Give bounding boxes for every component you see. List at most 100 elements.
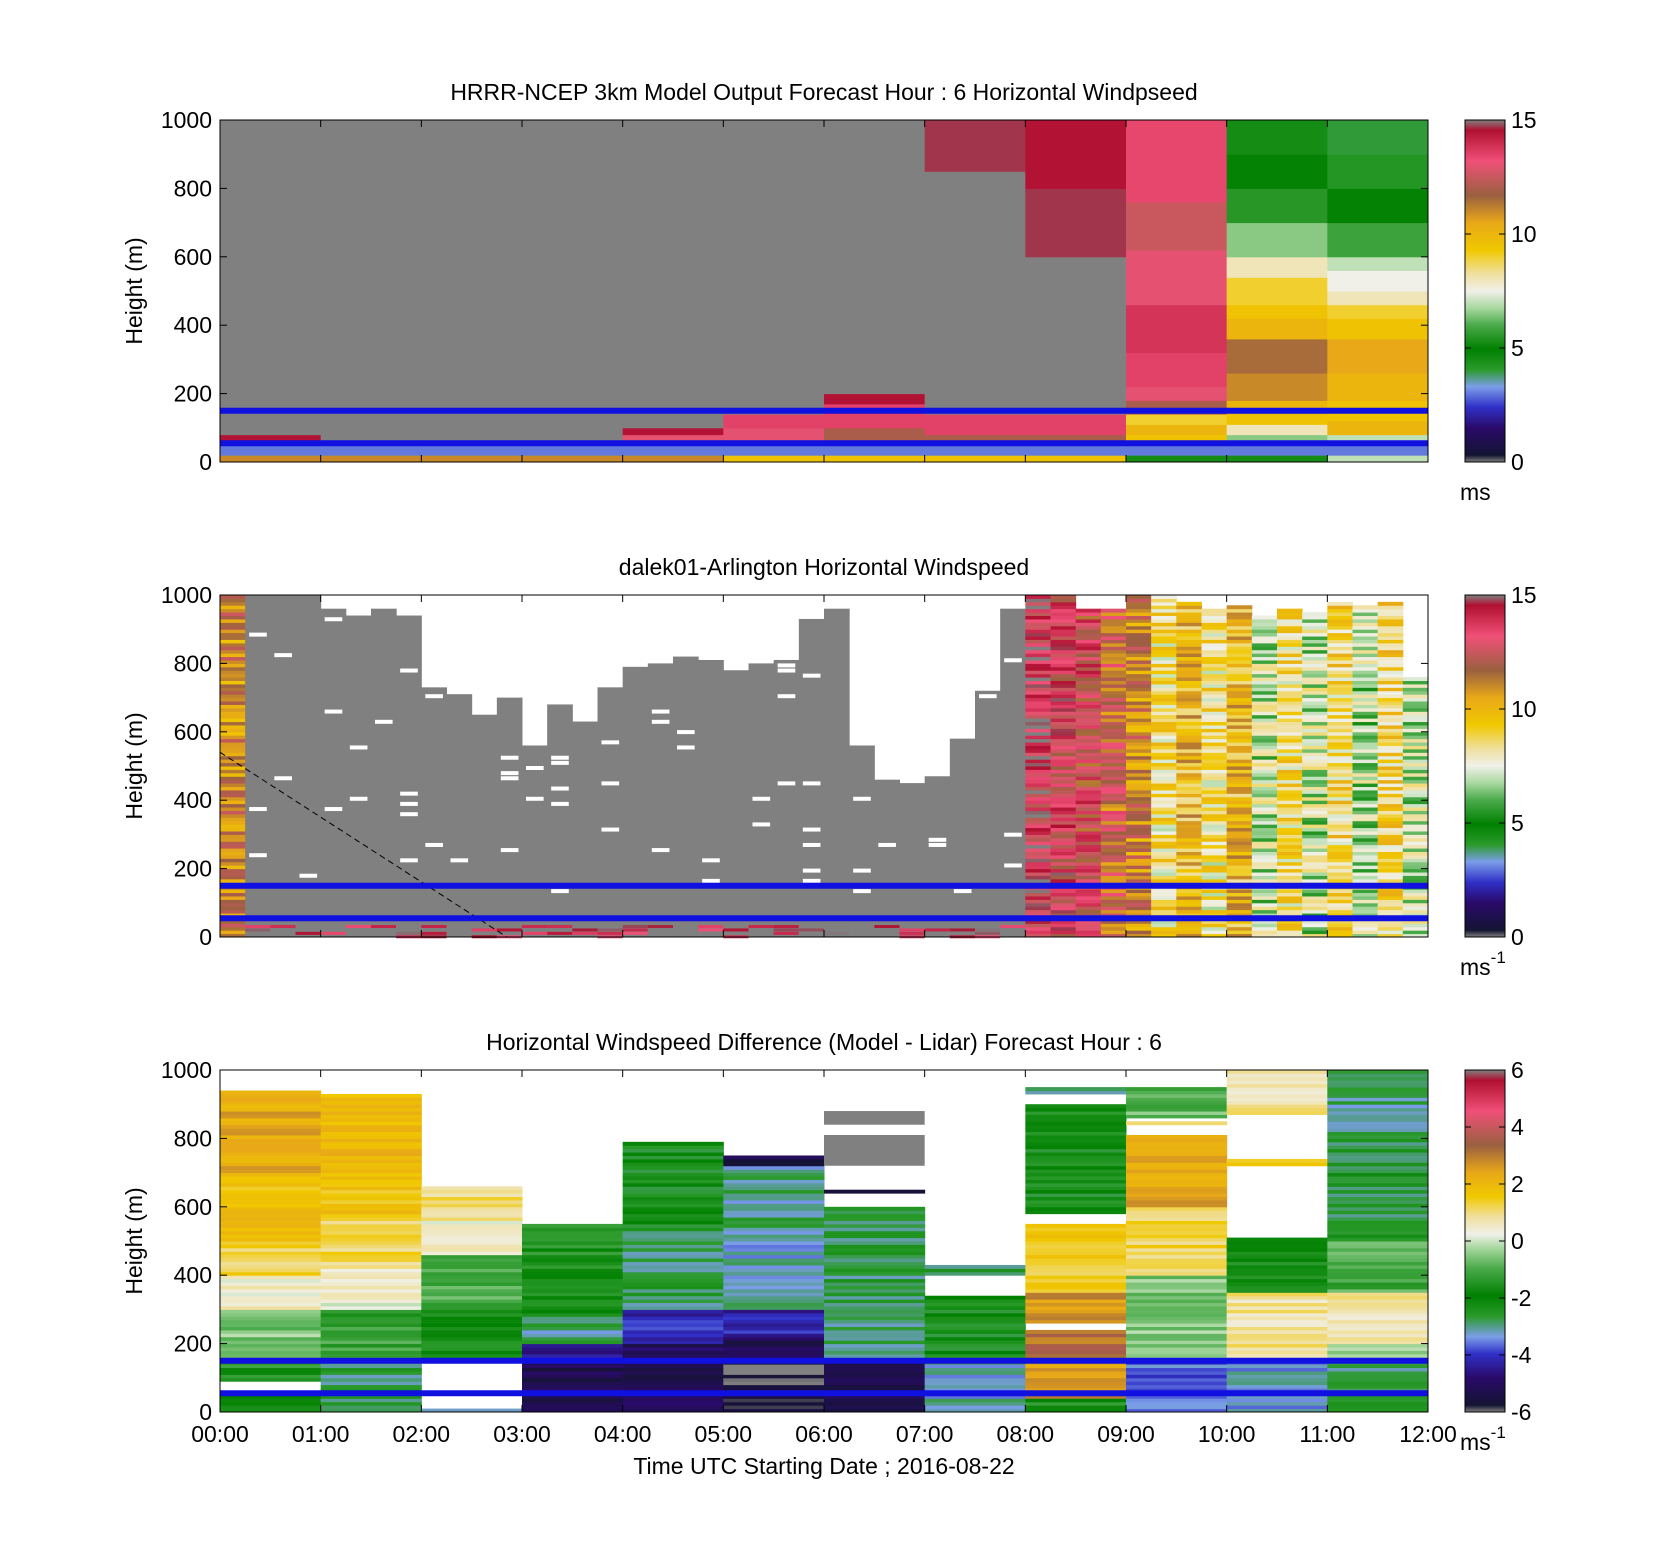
heatmap-cell bbox=[400, 791, 418, 796]
heatmap-cell bbox=[1025, 789, 1051, 794]
heatmap-cell bbox=[1251, 807, 1278, 811]
heatmap-cell bbox=[824, 1278, 926, 1283]
y-axis-label: Height (m) bbox=[121, 1187, 147, 1294]
heatmap-cell bbox=[1327, 1230, 1429, 1235]
heatmap-cell bbox=[1201, 687, 1228, 692]
heatmap-cell bbox=[824, 1367, 926, 1372]
heatmap-cell bbox=[220, 690, 246, 695]
heatmap-cell bbox=[1025, 605, 1051, 610]
heatmap-cell bbox=[1025, 629, 1051, 634]
heatmap-cell bbox=[1377, 786, 1404, 791]
heatmap-cell bbox=[824, 1405, 926, 1410]
heatmap-cell bbox=[1226, 841, 1253, 846]
heatmap-cell bbox=[1025, 810, 1051, 815]
heatmap-cell bbox=[1025, 772, 1051, 777]
heatmap-cell bbox=[1176, 813, 1202, 818]
heatmap-cell bbox=[1151, 827, 1177, 832]
heatmap-cell bbox=[1327, 704, 1353, 709]
heatmap-cell bbox=[622, 1275, 724, 1280]
heatmap-cell bbox=[1251, 868, 1278, 873]
heatmap-cell bbox=[1302, 731, 1328, 736]
heatmap-cell bbox=[1377, 755, 1404, 760]
heatmap-cell bbox=[1277, 851, 1303, 856]
heatmap-cell bbox=[1377, 728, 1404, 733]
heatmap-cell bbox=[320, 1124, 422, 1129]
heatmap-cell bbox=[220, 813, 246, 818]
heatmap-cell bbox=[421, 1264, 523, 1269]
heatmap-cell bbox=[1100, 851, 1127, 856]
heatmap-cell bbox=[1100, 724, 1127, 729]
colorbar-tick-label: 0 bbox=[1511, 1228, 1524, 1254]
heatmap-cell bbox=[522, 443, 624, 456]
heatmap-cell bbox=[1126, 789, 1152, 794]
heatmap-cell bbox=[1025, 636, 1051, 640]
heatmap-cell bbox=[1025, 595, 1051, 599]
heatmap-cell bbox=[421, 1261, 523, 1266]
heatmap-cell bbox=[1302, 759, 1328, 764]
heatmap-cell bbox=[220, 820, 246, 825]
heatmap-cell bbox=[1050, 878, 1077, 883]
heatmap-cell bbox=[1327, 1223, 1429, 1228]
heatmap-cell bbox=[924, 1364, 1026, 1369]
heatmap-cell bbox=[1327, 687, 1353, 692]
heatmap-cell bbox=[824, 1254, 926, 1259]
heatmap-cell bbox=[1025, 632, 1051, 637]
heatmap-cell bbox=[1352, 649, 1379, 654]
heatmap-cell bbox=[1377, 697, 1404, 702]
heatmap-cell bbox=[1126, 933, 1152, 938]
heatmap-cell bbox=[522, 1316, 624, 1321]
heatmap-cell bbox=[924, 434, 1026, 444]
heatmap-cell bbox=[1327, 1251, 1429, 1256]
heatmap-cell bbox=[1075, 612, 1102, 617]
heatmap-cell bbox=[1327, 889, 1353, 894]
heatmap-cell bbox=[1126, 742, 1152, 746]
heatmap-cell bbox=[220, 1326, 322, 1331]
heatmap-cell bbox=[622, 1405, 724, 1410]
heatmap-cell bbox=[1201, 683, 1228, 688]
heatmap-cell bbox=[421, 1258, 523, 1263]
heatmap-cell bbox=[1025, 1169, 1127, 1174]
heatmap-cell bbox=[1302, 865, 1328, 870]
heatmap-cell bbox=[220, 680, 246, 685]
heatmap-cell bbox=[1126, 683, 1152, 688]
heatmap-cell bbox=[220, 1169, 322, 1174]
heatmap-cell bbox=[1126, 1254, 1228, 1259]
heatmap-cell bbox=[824, 1312, 926, 1317]
heatmap-cell bbox=[1251, 800, 1278, 805]
heatmap-cell bbox=[1377, 731, 1404, 736]
heatmap-cell bbox=[220, 598, 246, 603]
heatmap-cell bbox=[1327, 772, 1353, 777]
heatmap-cell bbox=[220, 612, 246, 617]
colorbar-tick-label: 15 bbox=[1511, 582, 1537, 608]
colorbar-unit-exponent: -1 bbox=[1491, 948, 1506, 967]
heatmap-cell bbox=[622, 1179, 724, 1184]
heatmap-cell bbox=[1126, 913, 1152, 917]
heatmap-cell bbox=[1402, 844, 1429, 849]
heatmap-cell bbox=[1025, 1336, 1127, 1341]
heatmap-cell bbox=[320, 1347, 422, 1351]
heatmap-cell bbox=[1352, 762, 1379, 767]
heatmap-cell bbox=[1226, 256, 1328, 278]
heatmap-cell bbox=[1050, 807, 1077, 811]
heatmap-cell bbox=[1100, 766, 1127, 770]
heatmap-cell bbox=[1377, 800, 1404, 805]
heatmap-cell bbox=[622, 928, 648, 932]
heatmap-cell bbox=[1352, 776, 1379, 781]
heatmap-cell bbox=[1226, 1278, 1328, 1283]
heatmap-cell bbox=[802, 868, 821, 873]
heatmap-cell bbox=[1302, 752, 1328, 757]
heatmap-cell bbox=[1377, 694, 1404, 699]
heatmap-cell bbox=[1352, 615, 1379, 620]
heatmap-cell bbox=[1251, 892, 1278, 897]
heatmap-cell bbox=[1226, 697, 1253, 702]
heatmap-cell bbox=[220, 1350, 322, 1355]
heatmap-cell bbox=[421, 1271, 523, 1276]
heatmap-cell bbox=[1151, 704, 1177, 709]
heatmap-cell bbox=[1025, 1172, 1127, 1177]
heatmap-cell bbox=[421, 1213, 523, 1218]
heatmap-cell bbox=[1226, 1398, 1328, 1403]
heatmap-cell bbox=[1126, 1350, 1228, 1355]
heatmap-cell bbox=[1226, 1343, 1328, 1348]
heatmap-cell bbox=[1226, 373, 1328, 401]
